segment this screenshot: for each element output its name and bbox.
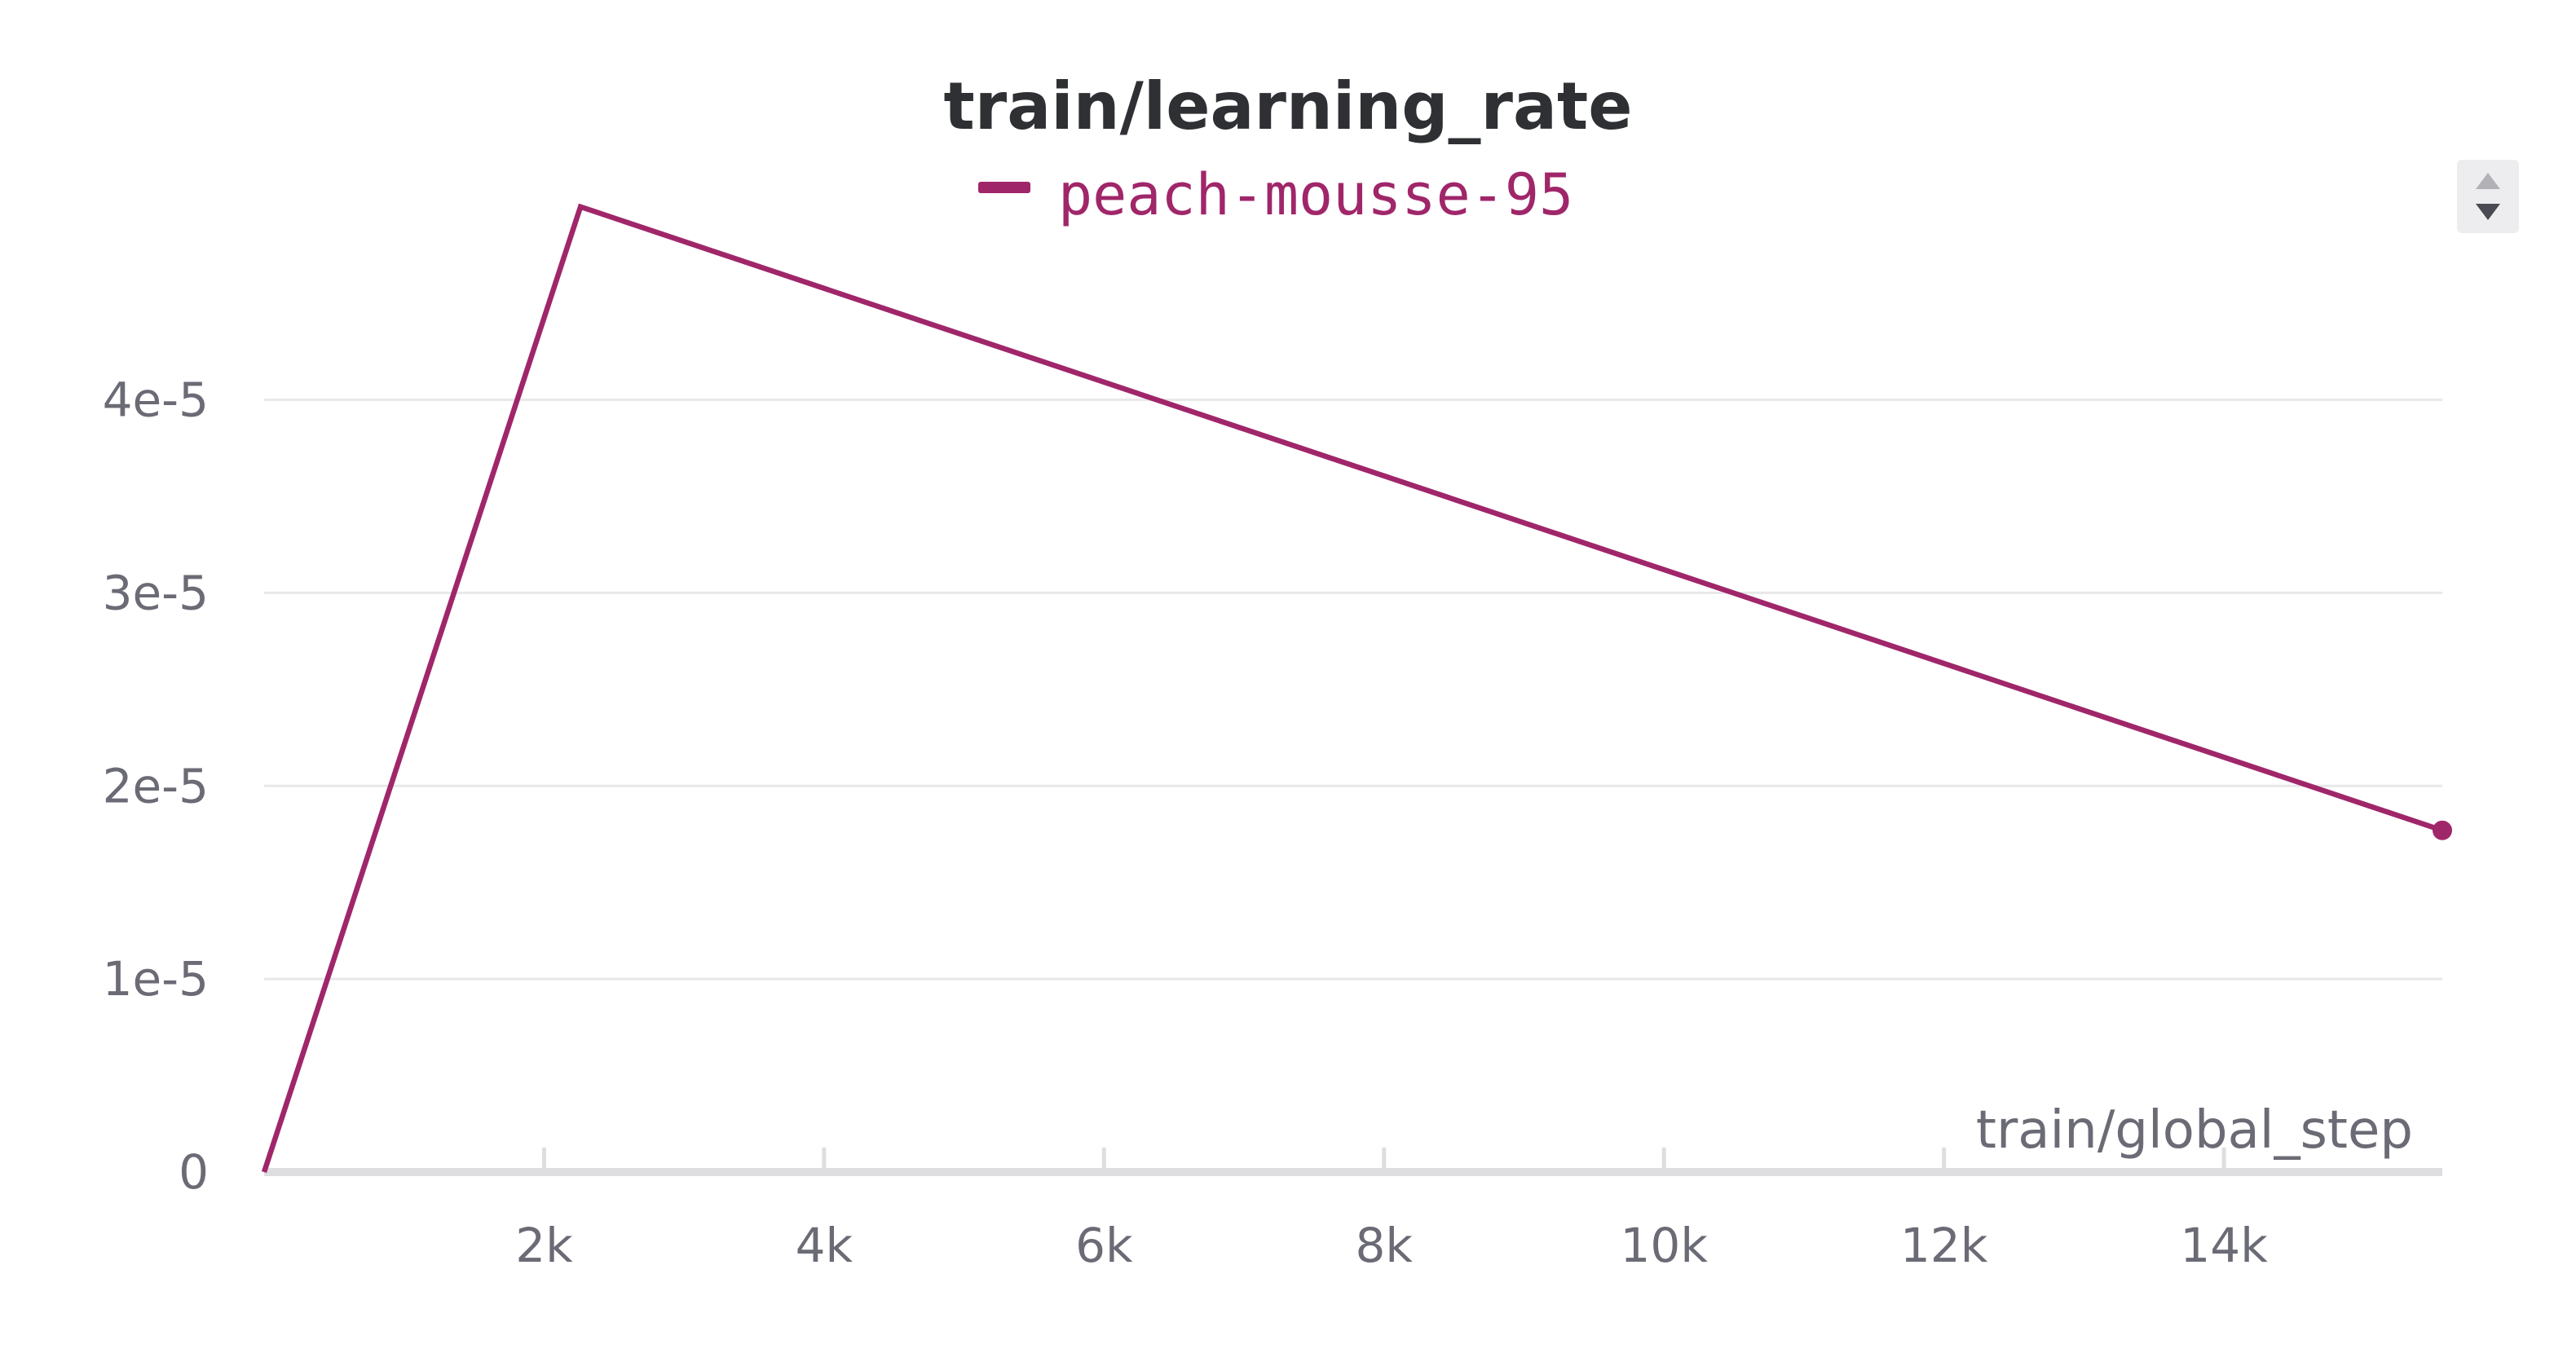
chart-title: train/learning_rate bbox=[944, 68, 1633, 144]
y-tick-label: 2e-5 bbox=[103, 758, 209, 813]
x-axis: 2k 4k 6k 8k 10k 12k 14k bbox=[264, 1148, 2442, 1273]
legend-swatch-peach-mousse-95 bbox=[978, 182, 1030, 193]
x-tick-label: 6k bbox=[1075, 1218, 1133, 1273]
x-tick-label: 8k bbox=[1356, 1218, 1414, 1273]
y-tick-label: 1e-5 bbox=[103, 951, 209, 1007]
y-tick-label: 3e-5 bbox=[103, 565, 209, 620]
series-end-point bbox=[2433, 820, 2452, 840]
x-tick-label: 10k bbox=[1621, 1218, 1709, 1273]
x-tick-label: 4k bbox=[796, 1218, 854, 1273]
series-line-peach-mousse-95[interactable] bbox=[261, 203, 2444, 1174]
x-tick-label: 12k bbox=[1900, 1218, 1988, 1273]
series-layer bbox=[261, 203, 2452, 1174]
legend-label-peach-mousse-95: peach-mousse-95 bbox=[1058, 161, 1573, 228]
y-axis-tick-labels: 0 1e-5 2e-5 3e-5 4e-5 bbox=[103, 372, 209, 1200]
up-down-triangles-icon bbox=[2476, 173, 2500, 220]
sort-toggle-button[interactable] bbox=[2457, 160, 2519, 233]
x-axis-title: train/global_step bbox=[1976, 1100, 2413, 1161]
grid-lines bbox=[264, 399, 2442, 981]
x-tick-label: 14k bbox=[2180, 1218, 2268, 1273]
y-tick-label: 0 bbox=[179, 1144, 209, 1200]
x-tick-label: 2k bbox=[515, 1218, 573, 1273]
legend[interactable]: peach-mousse-95 bbox=[978, 161, 1573, 228]
y-tick-label: 4e-5 bbox=[103, 372, 209, 428]
